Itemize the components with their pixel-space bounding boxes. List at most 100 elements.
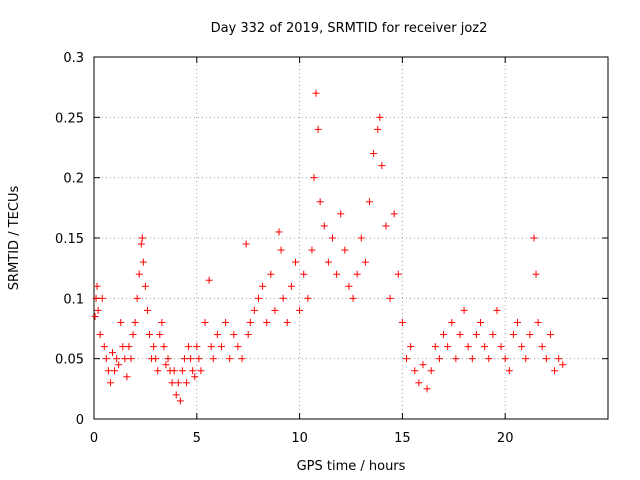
data-point: [407, 343, 415, 351]
data-point: [415, 379, 423, 387]
data-point: [316, 198, 324, 206]
data-point: [93, 282, 101, 290]
data-point: [141, 282, 149, 290]
data-point: [164, 355, 172, 363]
data-point: [534, 318, 542, 326]
data-point: [310, 174, 318, 182]
data-point: [113, 355, 121, 363]
data-point: [542, 355, 550, 363]
data-point: [127, 355, 135, 363]
data-point: [419, 361, 427, 369]
data-point: [320, 222, 328, 230]
data-point: [509, 331, 517, 339]
data-point: [398, 318, 406, 326]
data-point: [345, 282, 353, 290]
x-tick-label: 10: [291, 431, 308, 446]
data-point: [195, 355, 203, 363]
data-point: [109, 349, 117, 357]
y-tick-label: 0.3: [63, 51, 84, 66]
data-point: [559, 361, 567, 369]
data-point: [522, 355, 530, 363]
data-point: [160, 343, 168, 351]
data-point: [324, 258, 332, 266]
data-point: [234, 343, 242, 351]
data-point: [477, 318, 485, 326]
data-point: [174, 379, 182, 387]
data-point: [205, 276, 213, 284]
data-point: [296, 306, 304, 314]
data-point: [304, 294, 312, 302]
data-point: [538, 343, 546, 351]
data-point: [314, 125, 322, 133]
data-point: [117, 318, 125, 326]
data-point: [213, 331, 221, 339]
chart-title: Day 332 of 2019, SRMTID for receiver joz…: [211, 21, 488, 36]
data-point: [222, 318, 230, 326]
data-point: [551, 367, 559, 375]
data-point: [366, 198, 374, 206]
data-point: [106, 379, 114, 387]
data-point: [312, 89, 320, 97]
data-points: [91, 89, 567, 405]
data-point: [125, 343, 133, 351]
data-point: [263, 318, 271, 326]
data-point: [180, 355, 188, 363]
y-tick-label: 0.2: [63, 172, 84, 187]
data-point: [518, 343, 526, 351]
data-point: [448, 318, 456, 326]
y-tick-label: 0: [76, 413, 84, 428]
data-point: [357, 234, 365, 242]
y-tick-label: 0.05: [55, 353, 84, 368]
data-point: [178, 367, 186, 375]
data-point: [185, 343, 193, 351]
data-point: [100, 343, 108, 351]
data-point: [187, 355, 195, 363]
data-point: [111, 367, 119, 375]
data-point: [427, 367, 435, 375]
data-point: [254, 294, 262, 302]
data-point: [279, 294, 287, 302]
data-point: [137, 240, 145, 248]
data-point: [300, 270, 308, 278]
data-point: [394, 270, 402, 278]
data-point: [353, 270, 361, 278]
data-point: [96, 331, 104, 339]
data-point: [376, 113, 384, 121]
data-point: [98, 294, 106, 302]
data-point: [129, 331, 137, 339]
data-point: [242, 240, 250, 248]
data-point: [143, 306, 151, 314]
data-point: [168, 379, 176, 387]
y-tick-label: 0.25: [55, 111, 84, 126]
data-point: [115, 361, 123, 369]
data-point: [530, 234, 538, 242]
data-point: [94, 306, 102, 314]
x-tick-label: 20: [497, 431, 514, 446]
data-point: [183, 379, 191, 387]
data-point: [121, 355, 129, 363]
data-point: [411, 367, 419, 375]
data-point: [193, 343, 201, 351]
data-point: [555, 355, 563, 363]
data-point: [146, 331, 154, 339]
data-point: [505, 367, 513, 375]
data-point: [378, 162, 386, 170]
data-point: [277, 246, 285, 254]
data-point: [131, 318, 139, 326]
data-point: [267, 270, 275, 278]
data-point: [403, 355, 411, 363]
data-point: [435, 355, 443, 363]
data-point: [158, 318, 166, 326]
data-point: [431, 343, 439, 351]
data-point: [91, 312, 99, 320]
data-point: [337, 210, 345, 218]
data-point: [532, 270, 540, 278]
data-point: [361, 258, 369, 266]
data-point: [201, 318, 209, 326]
data-point: [271, 306, 279, 314]
x-tick-label: 5: [193, 431, 201, 446]
x-tick-label: 15: [394, 431, 411, 446]
data-point: [481, 343, 489, 351]
data-point: [133, 294, 141, 302]
y-tick-label: 0.15: [55, 232, 84, 247]
